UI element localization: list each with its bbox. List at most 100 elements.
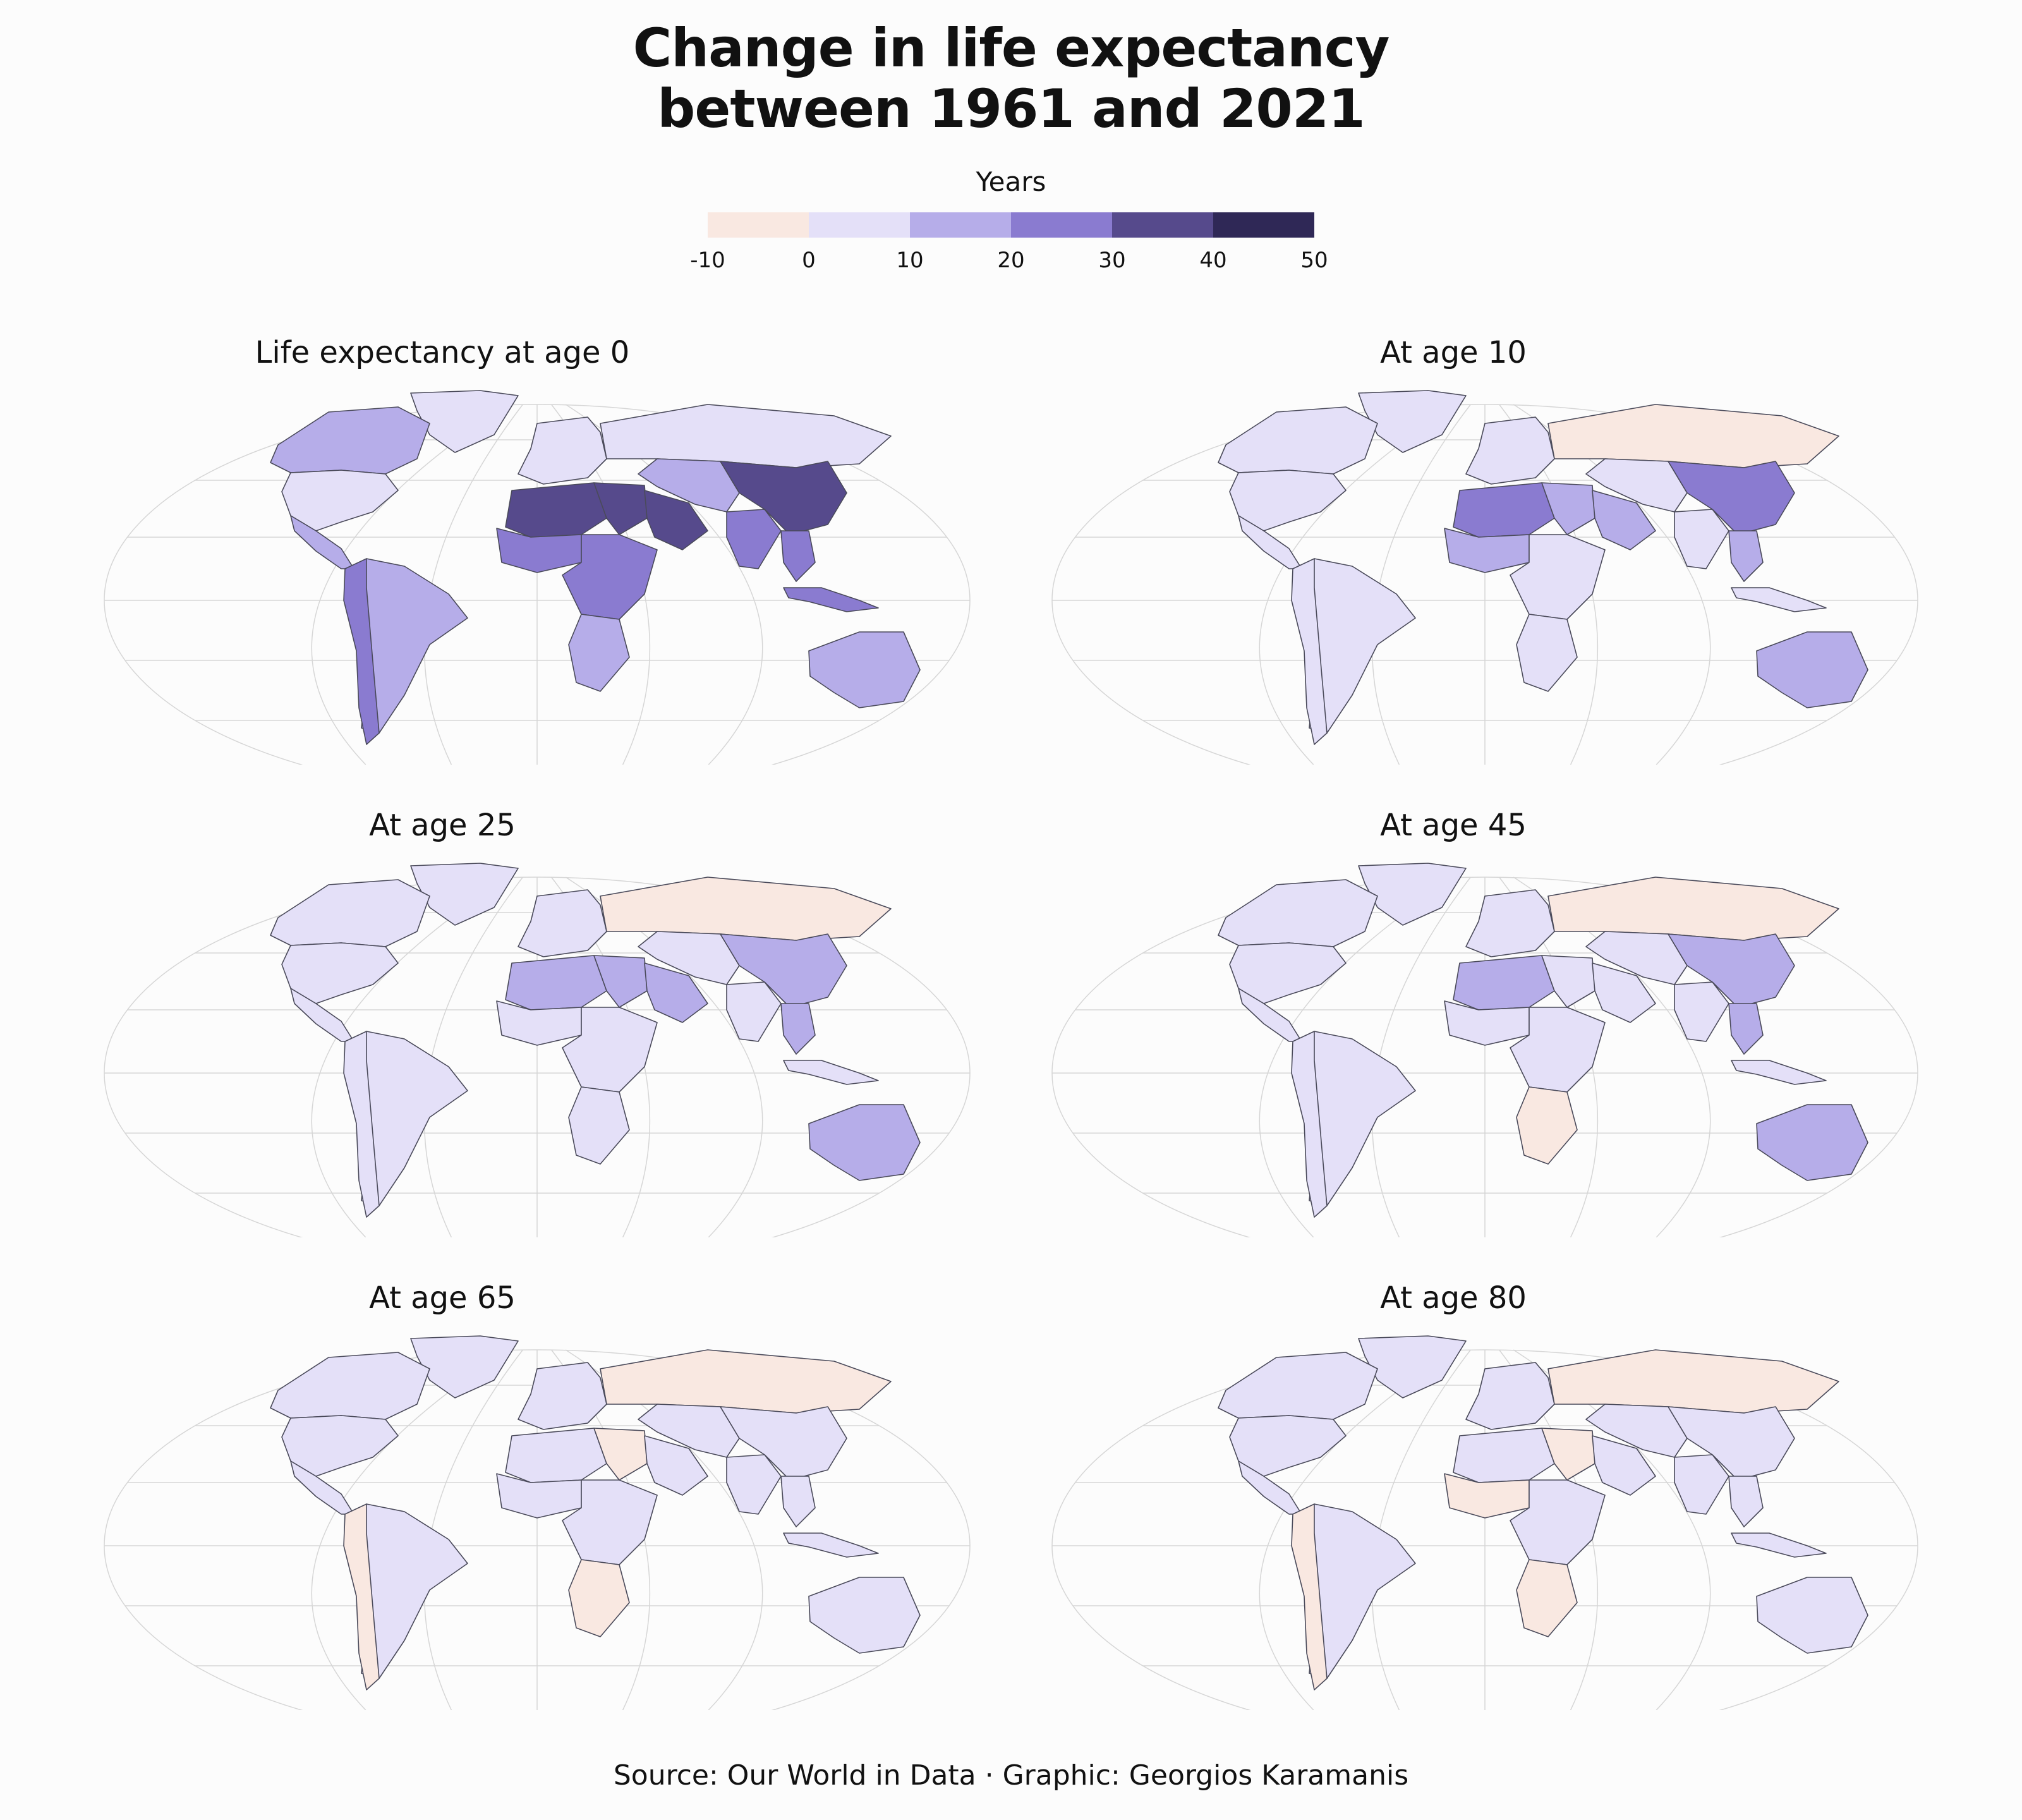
region-china <box>1668 461 1795 535</box>
region-china <box>1668 933 1795 1008</box>
region-australia <box>1756 631 1868 708</box>
region-north-america <box>270 1352 430 1420</box>
panel-title: At age 45 <box>1380 808 1527 843</box>
region-usa <box>281 470 399 531</box>
legend-tick-label: 50 <box>1300 248 1328 273</box>
color-legend: Years -10 0 10 20 30 40 50 <box>670 166 1352 279</box>
panel-title: At age 80 <box>1380 1280 1527 1316</box>
legend-tick-label: 40 <box>1199 248 1227 273</box>
region-indonesia <box>1731 1060 1827 1085</box>
region-australia <box>808 1104 921 1181</box>
region-sahara <box>1453 482 1555 538</box>
region-southeast-asia <box>1728 1476 1764 1527</box>
region-usa <box>281 1415 399 1477</box>
region-southeast-asia <box>780 1003 816 1055</box>
region-sahara <box>505 955 607 1010</box>
region-andes <box>1291 1031 1328 1218</box>
region-southeast-asia <box>780 1476 816 1527</box>
region-sahara <box>505 482 607 538</box>
legend-tick-label: -10 <box>690 248 725 273</box>
region-andes <box>1291 1503 1328 1690</box>
region-usa <box>1229 1415 1347 1477</box>
region-europe <box>1465 1362 1555 1430</box>
region-egypt <box>1541 482 1595 535</box>
region-china <box>720 933 847 1008</box>
region-southeast-asia <box>1728 530 1764 582</box>
region-australia <box>1756 1577 1868 1654</box>
region-north-america <box>1218 879 1378 947</box>
region-australia <box>1756 1104 1868 1181</box>
legend-tick-label: 10 <box>896 248 924 273</box>
world-map <box>1051 1335 1918 1710</box>
world-map-panel <box>101 852 973 1237</box>
region-egypt <box>593 482 648 535</box>
region-china <box>1668 1406 1795 1481</box>
world-map-panel <box>1049 1325 1921 1710</box>
region-southern-africa <box>568 1086 630 1165</box>
region-southeast-asia <box>1728 1003 1764 1055</box>
legend-color-bar <box>708 212 1314 238</box>
region-arabia <box>1592 490 1656 550</box>
legend-swatch-2 <box>910 212 1011 238</box>
region-australia <box>808 1577 921 1654</box>
legend-swatch-5 <box>1213 212 1314 238</box>
region-russia <box>1547 1349 1839 1414</box>
countries <box>1218 390 1868 745</box>
region-north-america <box>270 879 430 947</box>
region-indonesia <box>783 587 879 612</box>
region-europe <box>518 889 607 957</box>
region-southern-africa <box>1516 1086 1578 1165</box>
region-europe <box>518 416 607 485</box>
countries <box>270 1335 921 1690</box>
region-greenland <box>410 1335 519 1398</box>
region-china <box>720 1406 847 1481</box>
world-map-panel <box>101 1325 973 1710</box>
world-map-panel <box>1049 379 1921 765</box>
region-southern-africa <box>568 614 630 692</box>
region-russia <box>1547 404 1839 468</box>
chart-title: Change in life expectancy between 1961 a… <box>0 18 2022 139</box>
region-egypt <box>593 1428 648 1481</box>
region-indonesia <box>783 1532 879 1558</box>
region-sahara <box>1453 955 1555 1010</box>
region-australia <box>808 631 921 708</box>
region-north-america <box>1218 406 1378 475</box>
panel-title: At age 25 <box>369 808 516 843</box>
world-map <box>104 390 971 765</box>
region-egypt <box>1541 1428 1595 1481</box>
region-indonesia <box>783 1060 879 1085</box>
region-southern-africa <box>568 1559 630 1637</box>
region-usa <box>1229 942 1347 1004</box>
region-sahara <box>1453 1428 1555 1483</box>
panel-title: At age 10 <box>1380 335 1527 370</box>
region-arabia <box>644 1435 708 1496</box>
countries <box>1218 1335 1868 1690</box>
region-andes <box>343 1031 380 1218</box>
region-north-america <box>270 406 430 475</box>
legend-swatch-3 <box>1011 212 1112 238</box>
region-greenland <box>1358 1335 1467 1398</box>
region-andes <box>1291 558 1328 745</box>
region-greenland <box>410 863 519 926</box>
region-arabia <box>1592 962 1656 1023</box>
chart-title-line-1: Change in life expectancy <box>633 17 1390 79</box>
region-andes <box>343 558 380 745</box>
region-europe <box>1465 889 1555 957</box>
legend-title: Years <box>976 166 1046 197</box>
region-usa <box>281 942 399 1004</box>
region-europe <box>1465 416 1555 485</box>
world-map <box>104 1335 971 1710</box>
panel-title: At age 65 <box>369 1280 516 1316</box>
legend-swatch-1 <box>809 212 910 238</box>
legend-tick-label: 20 <box>997 248 1025 273</box>
source-caption: Source: Our World in Data · Graphic: Geo… <box>613 1759 1409 1792</box>
countries <box>1218 863 1868 1218</box>
region-russia <box>600 877 892 941</box>
region-southern-africa <box>1516 614 1578 692</box>
world-map-panel <box>1049 852 1921 1237</box>
region-arabia <box>644 962 708 1023</box>
region-andes <box>343 1503 380 1690</box>
region-china <box>720 461 847 535</box>
region-arabia <box>644 490 708 550</box>
legend-swatch-4 <box>1112 212 1213 238</box>
